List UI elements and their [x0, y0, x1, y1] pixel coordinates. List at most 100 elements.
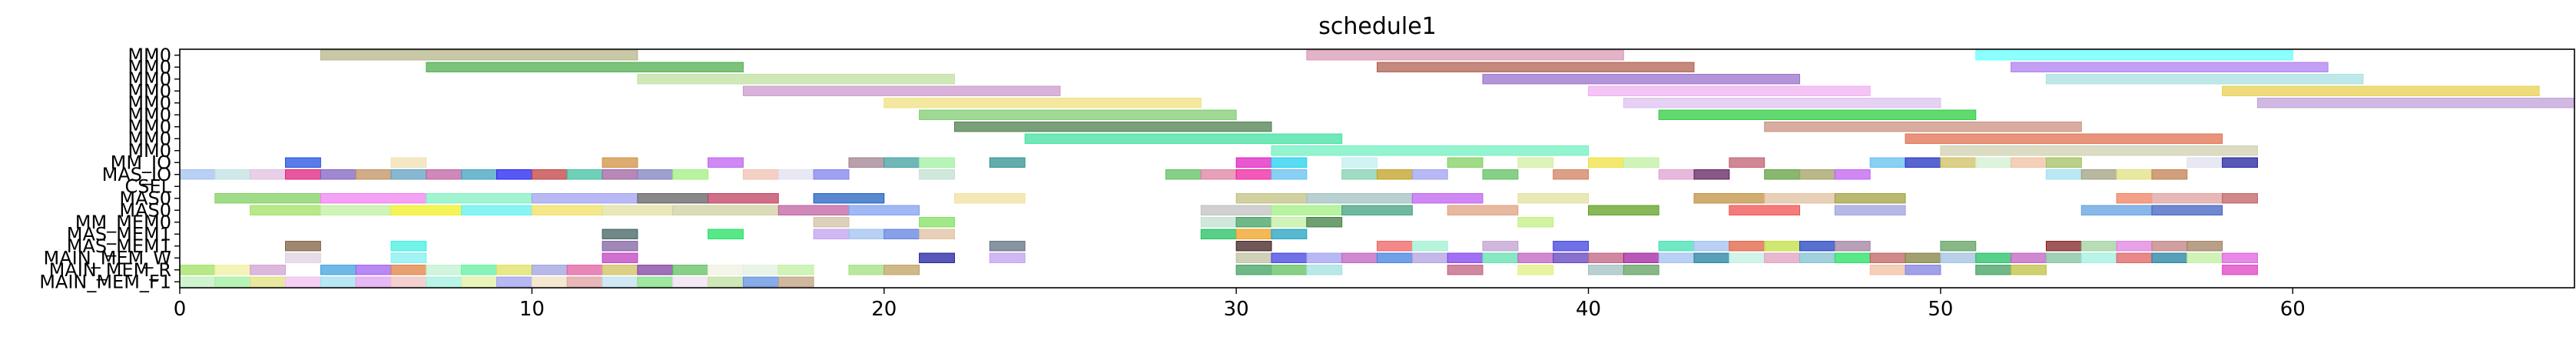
task-bar — [2080, 241, 2117, 252]
task-bar — [672, 276, 709, 287]
task-bar — [2151, 252, 2188, 263]
task-bar — [1447, 205, 1519, 215]
task-bar — [953, 122, 1272, 132]
task-bar — [1588, 205, 1659, 215]
task-bar — [2151, 205, 2223, 215]
task-bar — [919, 217, 955, 228]
task-bar — [1235, 229, 1272, 239]
task-bar — [672, 169, 709, 180]
y-tick-label: MM0 — [128, 104, 171, 125]
task-bar — [1271, 252, 1308, 263]
task-bar — [1658, 109, 1977, 120]
task-bar — [1306, 265, 1343, 275]
y-tick-label: CSEL — [124, 175, 171, 197]
task-bar — [2080, 169, 2117, 180]
task-bar — [1693, 252, 1730, 263]
task-bar — [1271, 217, 1308, 228]
x-tick-label: 40 — [1576, 298, 1601, 321]
task-bar — [390, 157, 427, 168]
task-bar — [848, 265, 885, 275]
task-bar — [742, 265, 779, 275]
task-bar — [1517, 252, 1554, 263]
task-bar — [355, 169, 392, 180]
bars-layer — [179, 50, 2575, 287]
task-bar — [1235, 193, 1308, 204]
y-axis-ticks: MM0MM0MM0MM0MM0MM0MM0MM0MM0MM_IOMAS_IOCS… — [39, 45, 180, 292]
task-bar — [1729, 157, 1765, 168]
task-bar — [2222, 85, 2540, 96]
task-bar — [1235, 217, 1272, 228]
task-bar — [1658, 241, 1695, 252]
task-bar — [531, 169, 568, 180]
task-bar — [1940, 241, 1977, 252]
task-bar — [2045, 157, 2082, 168]
x-tick-label: 30 — [1224, 298, 1249, 321]
task-bar — [637, 74, 955, 85]
task-bar — [953, 193, 1026, 204]
task-bar — [1447, 252, 1484, 263]
task-bar — [2080, 205, 2153, 215]
task-bar — [602, 169, 638, 180]
task-bar — [1905, 252, 1941, 263]
task-bar — [1377, 252, 1413, 263]
task-bar — [813, 193, 885, 204]
task-bar — [461, 265, 498, 275]
task-bar — [426, 193, 532, 204]
task-bar — [1517, 193, 1590, 204]
task-bar — [777, 276, 814, 287]
y-tick-label: MM_IO — [111, 152, 171, 173]
y-tick-label: MAS_MEM1 — [67, 223, 171, 245]
task-bar — [2045, 241, 2082, 252]
y-tick-label: MM0 — [128, 45, 171, 66]
task-bar — [320, 276, 356, 287]
task-bar — [285, 157, 321, 168]
task-bar — [531, 265, 568, 275]
task-bar — [1764, 169, 1801, 180]
task-bar — [179, 169, 216, 180]
task-bar — [426, 265, 462, 275]
task-bar — [1200, 229, 1237, 239]
y-tick-label: MM0 — [128, 92, 171, 114]
task-bar — [1869, 157, 1906, 168]
task-bar — [1271, 157, 1308, 168]
task-bar — [742, 276, 779, 287]
y-tick-label: MAIN_MEM_R — [49, 259, 171, 281]
task-bar — [1341, 157, 1378, 168]
task-bar — [531, 276, 568, 287]
task-bar — [2011, 62, 2329, 72]
task-bar — [390, 241, 427, 252]
task-bar — [2045, 169, 2082, 180]
task-bar — [602, 265, 638, 275]
task-bar — [1905, 157, 1941, 168]
task-bar — [777, 265, 814, 275]
task-bar — [1271, 265, 1308, 275]
task-bar — [1834, 252, 1871, 263]
task-bar — [602, 157, 638, 168]
task-bar — [708, 193, 779, 204]
task-bar — [884, 265, 920, 275]
task-bar — [602, 276, 638, 287]
task-bar — [1411, 169, 1448, 180]
task-bar — [1588, 265, 1624, 275]
x-tick-label: 10 — [519, 298, 545, 321]
task-bar — [2011, 157, 2047, 168]
task-bar — [1588, 85, 1871, 96]
task-bar — [461, 276, 498, 287]
task-bar — [848, 229, 885, 239]
task-bar — [989, 252, 1026, 263]
task-bar — [1447, 157, 1484, 168]
task-bar — [1411, 252, 1448, 263]
task-bar — [531, 193, 638, 204]
task-bar — [2116, 252, 2153, 263]
task-bar — [2116, 241, 2153, 252]
task-bar — [1975, 252, 2012, 263]
task-bar — [566, 276, 603, 287]
task-bar — [1764, 122, 2082, 132]
task-bar — [1553, 241, 1590, 252]
task-bar — [426, 62, 744, 72]
task-bar — [531, 205, 603, 215]
task-bar — [848, 157, 885, 168]
task-bar — [637, 169, 674, 180]
task-bar — [179, 276, 216, 287]
